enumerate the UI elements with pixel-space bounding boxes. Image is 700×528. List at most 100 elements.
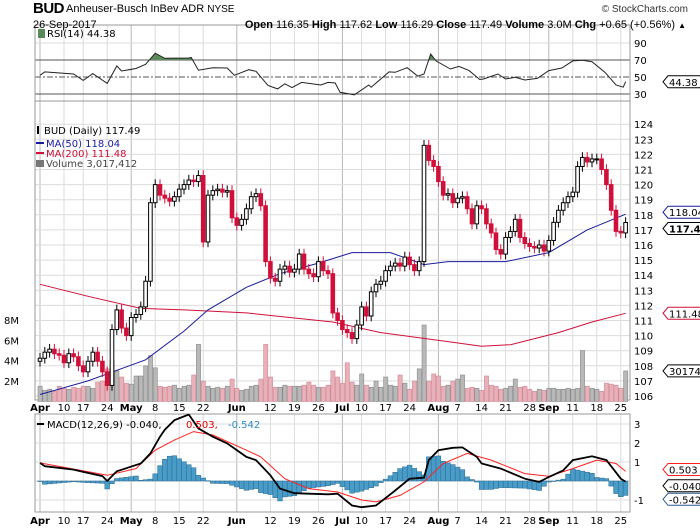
candle-body bbox=[522, 236, 528, 244]
volume-bar bbox=[541, 389, 547, 402]
volume-bar bbox=[469, 386, 475, 402]
macd-histogram-bar bbox=[555, 479, 562, 482]
volume-bar bbox=[133, 375, 139, 402]
candle-body bbox=[196, 175, 201, 183]
candle-body bbox=[37, 357, 43, 362]
candle-body bbox=[584, 156, 590, 163]
low-value: 116.29 bbox=[400, 19, 434, 31]
macd-histogram-bar bbox=[152, 473, 158, 482]
macd-histogram-bar bbox=[80, 480, 86, 483]
volume-bar bbox=[56, 385, 62, 402]
hist-last-value: -0.542 bbox=[669, 495, 700, 506]
ma200-legend: MA(200) 111.48 bbox=[46, 149, 127, 160]
macd-histogram-bar bbox=[200, 477, 206, 482]
macd-legend-value: -0.040, bbox=[126, 420, 161, 431]
candle-body bbox=[378, 280, 384, 285]
x-tick-label: 14 bbox=[475, 403, 488, 414]
volume-bar bbox=[431, 373, 437, 402]
candle-body bbox=[368, 291, 374, 317]
rsi-tick-label: 30 bbox=[634, 90, 647, 101]
candle-body bbox=[388, 265, 393, 272]
candle-body bbox=[359, 306, 364, 326]
rsi-last-value-tag bbox=[662, 75, 700, 89]
candle-body bbox=[292, 268, 297, 273]
up-arrow-icon: ▲ bbox=[678, 21, 686, 30]
candle-body bbox=[431, 159, 436, 167]
ma50-line bbox=[39, 213, 626, 395]
macd-histogram-bar bbox=[502, 480, 509, 488]
candle-body bbox=[474, 205, 480, 225]
x-tick-label: 22 bbox=[197, 516, 210, 527]
volume-tick-label: 2M bbox=[4, 377, 19, 388]
candle-body bbox=[320, 261, 326, 272]
macd-histogram-bar bbox=[248, 480, 254, 490]
rsi-last-value: 44.38 bbox=[669, 78, 698, 89]
macd-tick-label: 3 bbox=[634, 420, 640, 431]
price-tick-label: 112 bbox=[634, 301, 653, 312]
x-tick-label: 11 bbox=[566, 516, 579, 527]
macd-histogram-bar bbox=[99, 480, 106, 484]
candle-body bbox=[426, 144, 432, 161]
candle-body bbox=[335, 312, 340, 322]
candle-body bbox=[469, 208, 475, 225]
stockcharts-copyright[interactable]: © StockCharts.com bbox=[601, 4, 688, 15]
volume-bar bbox=[479, 389, 485, 402]
signal-last-value-tag bbox=[662, 462, 700, 476]
volume-bar bbox=[378, 386, 384, 402]
candle-body bbox=[148, 202, 153, 282]
volume-bar bbox=[282, 384, 288, 402]
x-tick-label: 10 bbox=[355, 516, 368, 527]
macd-histogram-bar bbox=[325, 480, 331, 487]
volume-bar bbox=[604, 382, 609, 402]
candle-body bbox=[493, 232, 499, 251]
candle-body bbox=[248, 196, 254, 210]
x-tick-label: 15 bbox=[173, 403, 186, 414]
volume-bar bbox=[445, 384, 451, 402]
x-tick-label: 14 bbox=[475, 516, 488, 527]
macd-histogram-bar bbox=[478, 480, 485, 490]
candle-body bbox=[484, 208, 489, 225]
candle-body bbox=[436, 165, 441, 183]
macd-histogram-bar bbox=[157, 465, 163, 482]
volume-bar bbox=[392, 385, 398, 402]
volume-bar bbox=[536, 388, 542, 402]
candle-body bbox=[90, 351, 96, 362]
macd-histogram-bar bbox=[550, 480, 557, 482]
macd-histogram-bar bbox=[498, 480, 504, 488]
macd-histogram-bar bbox=[253, 480, 259, 489]
panel-border bbox=[34, 100, 631, 401]
macd-histogram-bar bbox=[61, 480, 67, 483]
x-tick-label: 28 bbox=[523, 403, 536, 414]
x-tick-label: 28 bbox=[523, 516, 536, 527]
candle-body bbox=[460, 196, 465, 199]
x-tick-label: 10 bbox=[355, 403, 368, 414]
candle-body bbox=[277, 268, 283, 282]
candle-body bbox=[104, 371, 110, 386]
candle-body bbox=[119, 309, 124, 329]
volume-bar bbox=[61, 387, 67, 402]
volume-bar bbox=[584, 385, 590, 402]
candle-body bbox=[407, 256, 412, 266]
volume-bar bbox=[258, 378, 264, 402]
macd-histogram-bar bbox=[459, 469, 466, 482]
macd-histogram-bar bbox=[469, 479, 475, 482]
macd-histogram-bar bbox=[450, 464, 456, 482]
macd-histogram-bar bbox=[229, 480, 235, 486]
price-tick-label: 121 bbox=[634, 166, 653, 177]
candle-body bbox=[536, 244, 542, 249]
candle-body bbox=[306, 268, 312, 275]
candle-body bbox=[239, 218, 244, 226]
candle-body bbox=[244, 208, 249, 220]
volume-bar bbox=[426, 380, 432, 402]
candle-body bbox=[157, 184, 163, 196]
volume-bar bbox=[181, 385, 187, 402]
volume-bar bbox=[205, 385, 211, 402]
candle-body bbox=[162, 194, 168, 199]
volume-bar bbox=[416, 368, 422, 402]
volume-bar bbox=[301, 384, 307, 402]
volume-bar bbox=[100, 380, 105, 402]
x-tick-label: 11 bbox=[566, 403, 579, 414]
macd-histogram-bar bbox=[94, 480, 101, 484]
volume-bar bbox=[47, 388, 53, 402]
x-tick-label: 21 bbox=[499, 516, 512, 527]
